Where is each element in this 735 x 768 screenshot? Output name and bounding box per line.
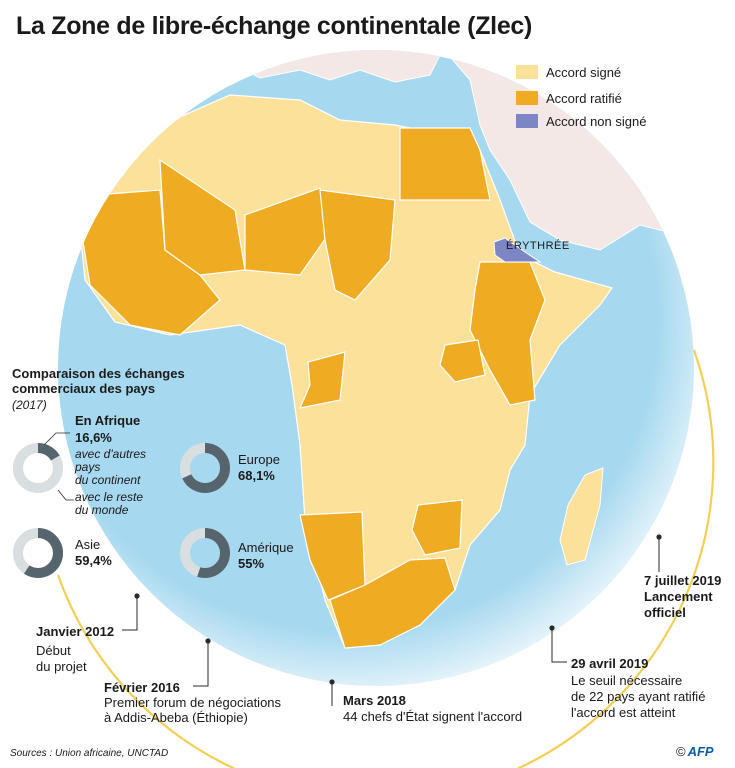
legend-not-signed-label: Accord non signé	[546, 113, 647, 129]
legend-not-signed-swatch	[516, 114, 538, 128]
america-region-label: Amérique	[238, 540, 294, 555]
legend-signed: Accord signé	[516, 64, 621, 80]
timeline-text-2016-line2: à Addis-Abeba (Éthiopie)	[104, 710, 248, 725]
country-uganda-rwanda	[439, 339, 486, 383]
afp-logo: AFP	[687, 744, 714, 759]
country-mali	[159, 158, 246, 276]
legend-not-signed: Accord non signé	[516, 113, 646, 129]
timeline-text-apr2019-line1: Le seuil nécessaire	[571, 673, 683, 688]
africa-note-line1: avec d'autres	[75, 447, 146, 461]
timeline-date-2018: Mars 2018	[343, 693, 406, 708]
africa-note-line3: du continent	[75, 473, 141, 487]
timeline-text-2018-line1: 44 chefs d'État signent l'accord	[343, 709, 523, 724]
timeline-date-2012: Janvier 2012	[36, 624, 115, 639]
timeline-date-jul2019: 7 juillet 2019	[644, 573, 722, 588]
legend-signed-label: Accord signé	[546, 64, 622, 80]
timeline-date-2016: Février 2016	[104, 680, 180, 695]
timeline-date-apr2019: 29 avril 2019	[571, 656, 649, 671]
country-south-africa	[329, 557, 456, 649]
asia-region-label: Asie	[75, 537, 101, 552]
timeline-text-apr2019-line2: de 22 pays ayant ratifié	[571, 689, 706, 704]
donut-africa-share	[13, 443, 63, 493]
america-value: 55%	[238, 556, 265, 571]
africa-rest-line2: du monde	[75, 503, 129, 517]
copyright-symbol: ©	[676, 744, 686, 759]
country-niger	[244, 187, 336, 276]
timeline-text-2012-line2: du projet	[36, 659, 87, 674]
page-title: La Zone de libre-échange continentale (Z…	[16, 12, 533, 40]
leader-apr2019	[551, 628, 567, 663]
map-label-eritrea: ÉRYTHRÉE	[506, 240, 570, 252]
asia-value: 59,4%	[75, 553, 112, 568]
leader-africa-world	[57, 489, 74, 501]
comparison-title-line2: commerciaux des pays	[12, 381, 156, 396]
legend-ratified-label: Accord ratifié	[546, 90, 622, 106]
africa-value: 16,6%	[75, 430, 112, 445]
legend-signed-swatch	[516, 65, 538, 79]
donut-europe-share	[180, 443, 230, 493]
leader-2016	[193, 641, 209, 687]
donut-america-share	[180, 528, 230, 578]
africa-note-line2: pays	[75, 460, 101, 474]
timeline-text-jul2019-line2: officiel	[644, 605, 686, 620]
country-eritrea	[493, 237, 542, 263]
africa-rest-line1: avec le reste	[75, 490, 144, 504]
sources-note: Sources : Union africaine, UNCTAD	[10, 748, 169, 759]
timeline-text-2012-line1: Début	[36, 643, 71, 658]
comparison-year: (2017)	[12, 398, 47, 412]
country-egypt	[399, 127, 491, 201]
timeline-text-jul2019-line1: Lancement	[644, 589, 713, 604]
leader-2012	[122, 596, 138, 631]
country-chad	[319, 189, 396, 301]
afp-credit: © AFP	[676, 744, 714, 759]
europe-region-label: Europe	[238, 452, 280, 467]
comparison-title-line1: Comparaison des échanges	[12, 366, 185, 381]
donut-asia-share	[13, 528, 63, 578]
country-west-africa-group	[81, 189, 221, 336]
leader-africa-continent	[43, 432, 70, 446]
legend-ratified: Accord ratifié	[516, 90, 622, 106]
timeline-arc	[56, 349, 715, 768]
country-ethiopia-kenya	[469, 261, 546, 406]
country-zimbabwe	[411, 499, 463, 556]
timeline-text-apr2019-line3: l'accord est atteint	[571, 705, 676, 720]
africa-region-label: En Afrique	[75, 413, 141, 428]
timeline-text-2016-line1: Premier forum de négociations	[104, 695, 282, 710]
madagascar	[559, 467, 604, 566]
europe-value: 68,1%	[238, 468, 275, 483]
legend-ratified-swatch	[516, 91, 538, 105]
country-congo	[298, 351, 346, 409]
